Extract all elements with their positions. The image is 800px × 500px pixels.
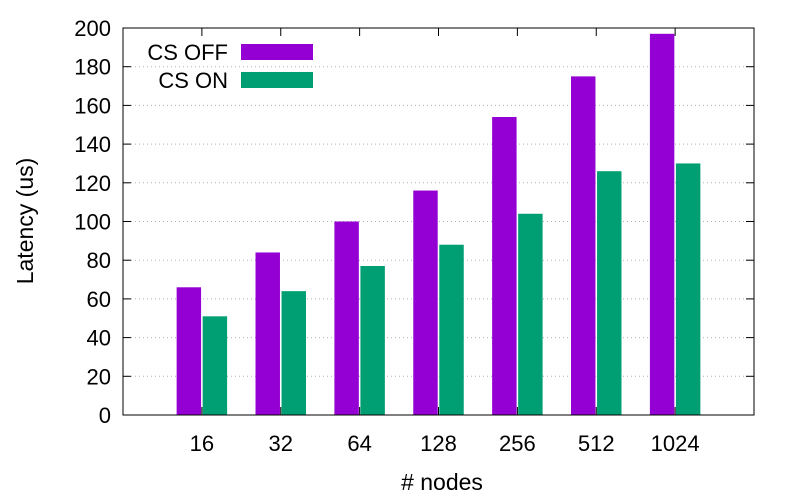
bar-cs-off-512 bbox=[571, 76, 596, 415]
y-tick-label: 60 bbox=[87, 287, 111, 312]
y-tick-label: 180 bbox=[74, 55, 111, 80]
bar-cs-on-16 bbox=[202, 316, 228, 415]
x-tick-label: 128 bbox=[420, 431, 457, 456]
y-tick-label: 20 bbox=[87, 364, 111, 389]
bars bbox=[176, 33, 701, 416]
bar-cs-off-32 bbox=[255, 252, 280, 415]
legend-swatch bbox=[241, 44, 313, 60]
y-tick-label: 40 bbox=[87, 326, 111, 351]
x-axis-ticks: 16 32 64 128 256 512 1024 bbox=[190, 28, 700, 456]
y-tick-label: 100 bbox=[74, 210, 111, 235]
x-tick-label: 64 bbox=[347, 431, 371, 456]
bar-cs-off-16 bbox=[176, 287, 202, 415]
bar-cs-on-128 bbox=[439, 244, 464, 415]
x-tick-label: 32 bbox=[269, 431, 293, 456]
x-tick-label: 256 bbox=[499, 431, 536, 456]
bar-cs-off-128 bbox=[413, 190, 438, 415]
legend-label: CS ON bbox=[158, 68, 228, 93]
bar-cs-on-32 bbox=[281, 291, 306, 415]
legend: CS OFF CS ON bbox=[147, 40, 313, 93]
y-tick-label: 80 bbox=[87, 248, 111, 273]
bar-cs-on-64 bbox=[360, 266, 385, 415]
y-tick-label: 160 bbox=[74, 93, 111, 118]
x-axis-title: # nodes bbox=[401, 469, 483, 495]
bar-cs-off-256 bbox=[492, 117, 517, 415]
x-tick-label: 16 bbox=[190, 431, 214, 456]
y-axis-title: Latency (us) bbox=[12, 158, 38, 285]
y-tick-label: 200 bbox=[74, 16, 111, 41]
x-tick-label: 1024 bbox=[651, 431, 700, 456]
bar-cs-off-64 bbox=[334, 221, 359, 415]
bar-cs-on-256 bbox=[518, 213, 543, 415]
legend-swatch bbox=[241, 72, 313, 88]
legend-label: CS OFF bbox=[147, 40, 228, 65]
y-tick-label: 140 bbox=[74, 132, 111, 157]
y-tick-label: 0 bbox=[99, 403, 111, 428]
x-tick-label: 512 bbox=[578, 431, 615, 456]
y-tick-label: 120 bbox=[74, 171, 111, 196]
bar-cs-off-1024 bbox=[649, 33, 675, 416]
bar-cs-on-512 bbox=[597, 171, 622, 415]
bar-cs-on-1024 bbox=[675, 163, 701, 415]
y-axis-ticks: 0 20 40 60 80 100 120 140 160 180 200 bbox=[74, 16, 754, 428]
